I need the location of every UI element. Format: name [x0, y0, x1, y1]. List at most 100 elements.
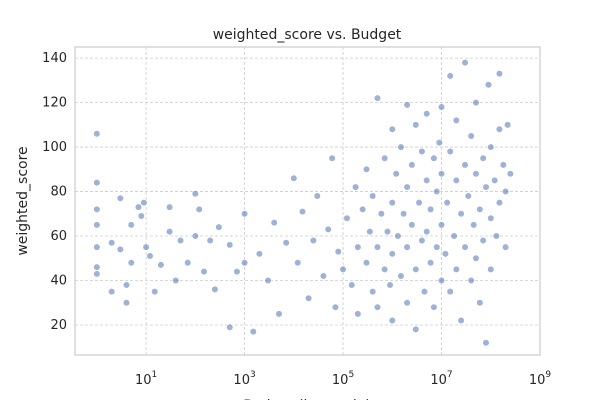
point [491, 176, 499, 185]
point [495, 125, 504, 133]
x-tick-exponent: 1 [151, 370, 157, 380]
point [441, 250, 450, 258]
x-tick-label: 103 [233, 370, 255, 388]
point [108, 239, 116, 247]
y-tick-label: 100 [42, 140, 67, 155]
x-tick-base: 10 [332, 373, 349, 388]
point [249, 328, 257, 336]
point [122, 299, 131, 307]
point [373, 94, 382, 102]
point [408, 221, 416, 229]
point [305, 294, 313, 302]
point [501, 187, 510, 196]
point [482, 183, 490, 191]
point [443, 199, 451, 207]
point [352, 183, 360, 191]
point [270, 219, 278, 227]
point [195, 205, 203, 213]
plot-frame [74, 46, 541, 356]
point [492, 232, 500, 240]
point [93, 205, 101, 213]
point [420, 288, 429, 296]
point [240, 210, 249, 218]
point [484, 81, 493, 89]
point [472, 98, 480, 107]
x-tick-label: 107 [430, 370, 452, 388]
point [348, 281, 356, 289]
point [423, 227, 431, 236]
x-tick-exponent: 3 [250, 370, 256, 380]
point [426, 205, 435, 213]
point [388, 125, 396, 133]
point [309, 236, 317, 245]
x-tick-exponent: 5 [348, 370, 354, 380]
point [461, 161, 469, 169]
point [116, 194, 124, 202]
point [290, 174, 298, 182]
point [412, 265, 420, 273]
point [240, 259, 249, 267]
point [403, 101, 411, 109]
point [334, 247, 342, 256]
point [226, 241, 234, 249]
point [366, 227, 374, 236]
point [433, 187, 441, 196]
point [400, 210, 408, 218]
point [437, 103, 446, 111]
point [476, 205, 484, 213]
point [151, 288, 159, 296]
x-tick-base: 10 [233, 373, 250, 388]
point [343, 214, 351, 222]
x-axis-label: Budget (log scale) [243, 398, 371, 400]
point [134, 203, 143, 211]
point [137, 212, 145, 220]
point [423, 110, 431, 118]
point [108, 288, 116, 296]
point [328, 154, 336, 162]
point [403, 243, 411, 251]
point [501, 243, 510, 251]
point [172, 276, 180, 285]
point [116, 245, 124, 253]
point [408, 161, 416, 169]
x-tick-label: 109 [529, 370, 552, 388]
point [403, 299, 411, 307]
point [233, 268, 241, 276]
point [93, 179, 101, 187]
point [388, 199, 396, 207]
point [415, 199, 423, 207]
point [93, 263, 101, 271]
point [446, 147, 454, 156]
point [313, 192, 321, 200]
point [433, 243, 441, 251]
point [362, 259, 371, 267]
point [487, 265, 495, 273]
point [461, 58, 469, 67]
point [394, 232, 402, 240]
point [93, 243, 101, 251]
point [386, 281, 394, 289]
point [464, 192, 472, 200]
point [461, 243, 469, 251]
point [476, 299, 484, 307]
point [339, 265, 347, 273]
point [495, 199, 504, 207]
point [211, 285, 219, 293]
x-tick-label: 101 [135, 370, 157, 388]
point [93, 221, 101, 229]
x-tick-exponent: 9 [545, 370, 551, 380]
point [264, 276, 272, 285]
x-tick-base: 10 [135, 373, 152, 388]
y-tick-label: 80 [50, 185, 67, 200]
point [275, 310, 283, 318]
point [381, 265, 389, 273]
point [435, 139, 443, 147]
point [472, 254, 480, 262]
point [383, 227, 392, 236]
point [437, 221, 446, 229]
point [418, 236, 426, 245]
point [426, 259, 435, 267]
x-tick-exponent: 7 [447, 370, 453, 380]
point [373, 303, 382, 311]
